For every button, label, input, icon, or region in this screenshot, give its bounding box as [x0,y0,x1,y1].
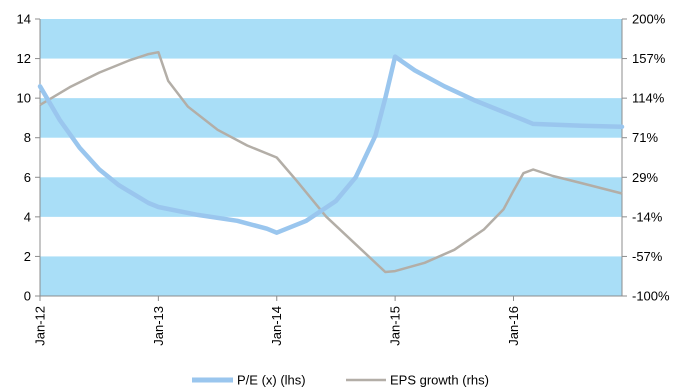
left-tick-label: 0 [24,289,31,304]
right-tick-label: 114% [632,91,665,106]
band [40,256,622,296]
background-bands [40,19,622,296]
left-tick-label: 4 [24,209,31,224]
right-tick-label: -100% [632,289,670,304]
left-tick-label: 12 [17,51,31,66]
series-pe [37,54,625,235]
axes [35,18,627,301]
band [40,177,622,217]
tick-labels: 0 2 4 6 8 10 12 14 -100% -57% -14% 29% 71% 114% 157% 20… [17,12,670,346]
left-tick-label: 8 [24,130,31,145]
left-tick-label: 2 [24,249,31,264]
legend-label-eps: EPS growth (rhs) [390,373,489,388]
right-tick-label: -57% [632,249,663,264]
right-tick-label: -14% [632,209,663,224]
left-tick-label: 6 [24,170,31,185]
x-tick-label: Jan-13 [151,306,166,346]
x-tick-label: Jan-16 [506,306,521,346]
band [40,98,622,138]
x-tick-label: Jan-15 [388,306,403,346]
series-layer [37,50,625,274]
legend-label-pe: P/E (x) (lhs) [237,373,306,388]
legend: P/E (x) (lhs) EPS growth (rhs) [192,373,489,388]
x-tick-label: Jan-14 [269,306,284,346]
right-tick-label: 29% [632,170,658,185]
left-tick-label: 14 [17,12,31,27]
band [40,19,622,59]
right-tick-label: 200% [632,12,666,27]
right-tick-label: 157% [632,51,666,66]
right-tick-label: 71% [632,130,658,145]
x-tick-label: Jan-12 [33,306,48,346]
left-tick-label: 10 [17,91,31,106]
series-eps-growth [39,50,623,274]
